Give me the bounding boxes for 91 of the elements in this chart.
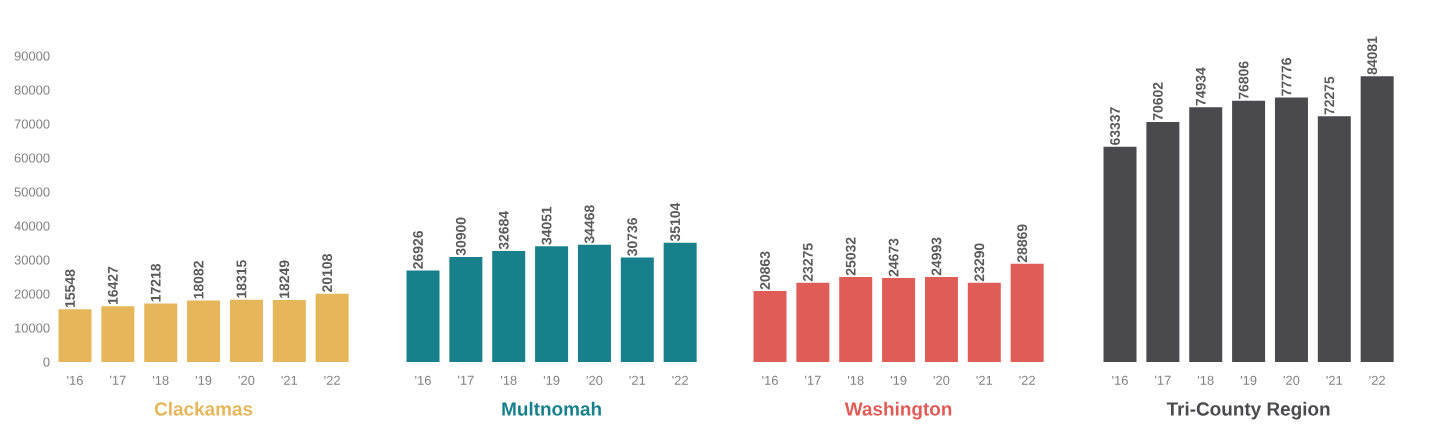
x-tick-label: '18 bbox=[500, 375, 517, 385]
x-tick-label: '18 bbox=[847, 375, 864, 385]
x-axis-title: Tri-County Region bbox=[1166, 401, 1330, 420]
data-label: 15548 bbox=[65, 269, 75, 308]
x-tick-label: '21 bbox=[1326, 375, 1343, 385]
x-tick-label: '17 bbox=[110, 375, 126, 385]
x-tick-label: '16 bbox=[762, 375, 778, 385]
data-label: 25032 bbox=[845, 237, 856, 276]
bar bbox=[535, 246, 569, 362]
data-label: 20863 bbox=[760, 251, 770, 290]
x-tick-label: '20 bbox=[933, 375, 950, 385]
bar bbox=[1103, 146, 1137, 362]
y-tick-label: 20000 bbox=[14, 289, 50, 299]
y-tick-label: 90000 bbox=[14, 51, 50, 61]
x-axis-title: Multnomah bbox=[502, 401, 601, 416]
x-tick-label: '22 bbox=[324, 375, 340, 385]
x-tick-label: '16 bbox=[67, 375, 83, 385]
y-tick-label: 40000 bbox=[14, 221, 50, 231]
y-tick-label: 30000 bbox=[14, 255, 50, 265]
x-tick-label: '16 bbox=[415, 375, 431, 385]
x-tick-label: '20 bbox=[238, 375, 255, 385]
data-label: 18315 bbox=[236, 260, 247, 298]
data-label: 77776 bbox=[1281, 58, 1292, 96]
bar bbox=[577, 244, 611, 362]
x-tick-label: '18 bbox=[1197, 375, 1214, 385]
bar bbox=[882, 278, 916, 362]
bar bbox=[1189, 107, 1223, 362]
data-label: 24673 bbox=[888, 238, 899, 277]
x-tick-label: '18 bbox=[152, 375, 169, 385]
data-label: 24993 bbox=[931, 237, 942, 276]
bar bbox=[1010, 263, 1044, 362]
data-label: 30736 bbox=[627, 218, 638, 256]
bar bbox=[1274, 97, 1308, 362]
data-label: 32684 bbox=[498, 210, 509, 250]
bar bbox=[796, 282, 830, 362]
data-label: 20108 bbox=[322, 254, 333, 292]
y-tick-label: 10000 bbox=[15, 323, 50, 333]
x-tick-label: '22 bbox=[1019, 375, 1035, 385]
x-tick-label: '19 bbox=[890, 375, 907, 385]
bar bbox=[753, 291, 787, 362]
x-tick-label: '20 bbox=[1283, 375, 1300, 385]
data-label: 18249 bbox=[279, 260, 290, 298]
data-label: 84081 bbox=[1367, 36, 1378, 75]
x-tick-label: '21 bbox=[281, 375, 298, 385]
x-tick-label: '17 bbox=[1155, 375, 1171, 385]
x-tick-label: '16 bbox=[1112, 375, 1128, 385]
x-tick-label: '22 bbox=[1369, 375, 1385, 385]
bar bbox=[1232, 100, 1266, 362]
x-tick-label: '17 bbox=[805, 375, 821, 385]
bar bbox=[492, 250, 526, 362]
x-tick-label: '17 bbox=[458, 375, 474, 385]
data-label: 70602 bbox=[1152, 82, 1163, 121]
data-label: 23290 bbox=[974, 243, 985, 282]
bar bbox=[1317, 116, 1351, 362]
data-label: 35104 bbox=[670, 202, 681, 242]
data-label: 23275 bbox=[802, 243, 813, 282]
data-label: 26926 bbox=[413, 230, 423, 269]
bar bbox=[406, 270, 440, 362]
bar bbox=[839, 276, 873, 362]
data-label: 63337 bbox=[1110, 107, 1120, 145]
data-label: 72275 bbox=[1324, 76, 1335, 115]
data-label: 34468 bbox=[584, 205, 595, 244]
x-tick-label: '20 bbox=[586, 375, 603, 385]
y-tick-label: 0 bbox=[43, 357, 50, 367]
data-label: 16427 bbox=[107, 266, 118, 305]
bar bbox=[967, 282, 1001, 362]
data-label: 76806 bbox=[1238, 61, 1249, 100]
bar bbox=[449, 256, 483, 362]
x-axis-title: Clackamas bbox=[154, 401, 253, 416]
bar bbox=[924, 277, 958, 362]
data-label: 74934 bbox=[1195, 67, 1206, 106]
bar bbox=[663, 242, 697, 362]
y-tick-label: 80000 bbox=[14, 85, 50, 95]
x-tick-label: '19 bbox=[195, 375, 212, 385]
y-tick-label: 50000 bbox=[14, 187, 50, 197]
y-tick-label: 60000 bbox=[14, 153, 50, 163]
data-label: 34051 bbox=[541, 206, 552, 245]
bar bbox=[1146, 121, 1180, 362]
bar bbox=[620, 257, 654, 362]
bar bbox=[1360, 76, 1394, 362]
x-tick-label: '21 bbox=[629, 375, 646, 385]
data-label: 30900 bbox=[455, 217, 466, 256]
x-tick-label: '22 bbox=[672, 375, 688, 385]
data-label: 17218 bbox=[150, 263, 161, 302]
x-tick-label: '19 bbox=[1240, 375, 1257, 385]
x-axis-title: Washington bbox=[844, 401, 952, 420]
y-tick-label: 70000 bbox=[14, 119, 50, 129]
x-tick-label: '19 bbox=[543, 375, 560, 385]
data-label: 18082 bbox=[193, 261, 204, 299]
data-label: 28869 bbox=[1017, 224, 1028, 263]
x-tick-label: '21 bbox=[976, 375, 993, 385]
